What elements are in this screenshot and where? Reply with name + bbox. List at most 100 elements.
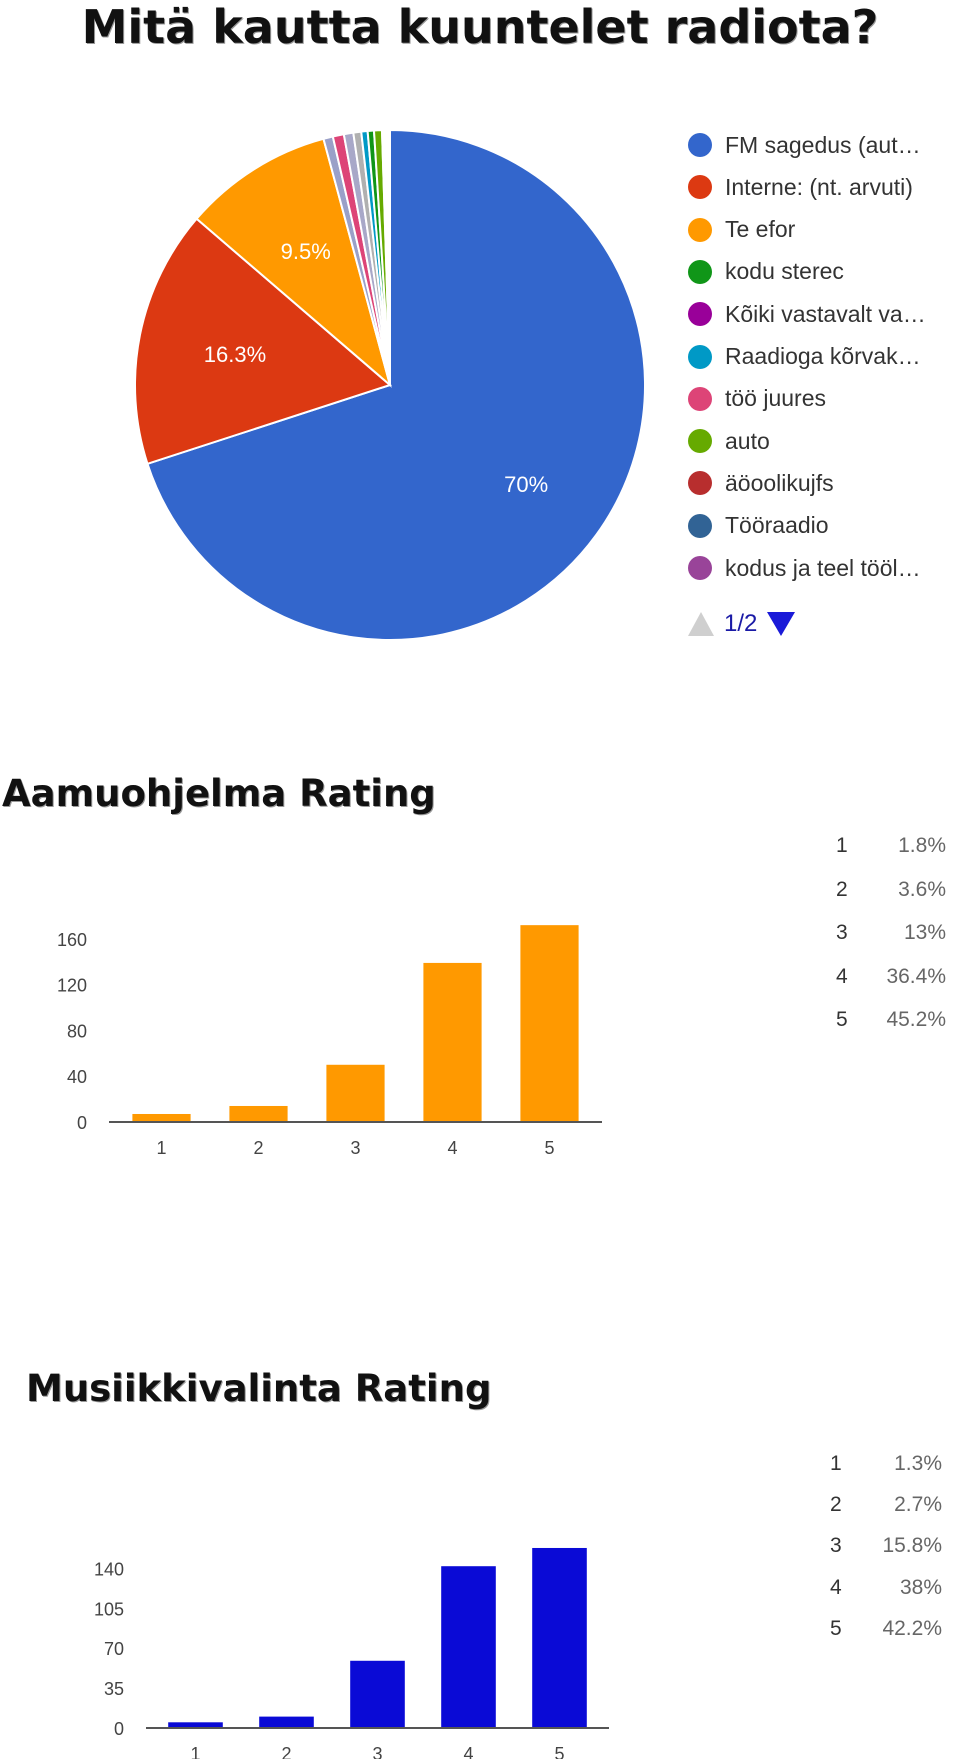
legend-swatch-icon — [688, 471, 712, 496]
pie-data-label-0: 70% — [504, 472, 548, 497]
y-tick-label: 40 — [67, 1067, 87, 1087]
legend-label: Tööraadio — [725, 512, 829, 539]
y-tick-label: 105 — [94, 1599, 124, 1619]
y-tick-label: 120 — [57, 976, 87, 996]
percent-row-value: 15.8% — [882, 1534, 942, 1558]
percent-row-rating: 4 — [836, 964, 848, 988]
percent-row-rating: 2 — [836, 877, 848, 901]
legend-item: äöoolikujfs — [688, 466, 834, 500]
bar-5 — [532, 1547, 587, 1728]
legend-item: Kõiki vastavalt va… — [688, 297, 926, 331]
legend-swatch-icon — [688, 513, 712, 538]
pie-chart: 70% 16.3% 9.5% — [134, 128, 646, 641]
x-tick-label: 1 — [156, 1138, 166, 1158]
bar-chart-1-percent-table: 1 1.8% 2 3.6% 3 13% 4 36.4% 5 45.2% — [836, 834, 946, 1034]
legend-label: Interne: (nt. arvuti) — [725, 173, 913, 200]
percent-row-rating: 1 — [830, 1452, 842, 1475]
legend-swatch-icon — [688, 386, 712, 411]
pie-slice-0 — [146, 128, 646, 641]
pie-chart-title: Mitä kautta kuuntelet radiota? — [81, 0, 879, 54]
y-tick-label: 0 — [114, 1719, 124, 1739]
percent-row-rating: 3 — [830, 1534, 842, 1558]
percent-row-rating: 5 — [836, 1008, 848, 1031]
x-tick-label: 1 — [190, 1744, 200, 1759]
bar-chart-2-percent-table: 1 1.3% 2 2.7% 3 15.8% 4 38% 5 42.2% — [830, 1452, 942, 1652]
bar-chart-1-title: Aamuohjelma Rating — [2, 772, 436, 815]
pie-data-label-1: 16.3% — [204, 342, 266, 367]
bar-4 — [423, 962, 482, 1122]
legend-label: äöoolikujfs — [725, 469, 834, 496]
legend-item: Tööraadio — [688, 509, 829, 543]
legend-swatch-icon — [688, 302, 712, 327]
percent-row-value: 1.8% — [898, 834, 946, 857]
percent-row-value: 13% — [903, 921, 946, 944]
legend-item: auto — [688, 424, 770, 458]
bar-1 — [132, 1113, 191, 1122]
bar-5 — [520, 925, 579, 1122]
bar-1 — [168, 1722, 223, 1728]
bar-2 — [229, 1105, 288, 1122]
legend-swatch-icon — [688, 556, 712, 580]
page-up-icon[interactable] — [688, 612, 714, 636]
legend-item: töö juures — [688, 382, 826, 416]
y-tick-label: 140 — [94, 1559, 124, 1579]
legend-swatch-icon — [688, 429, 712, 454]
percent-row-rating: 4 — [830, 1575, 842, 1599]
bar-3 — [326, 1064, 385, 1122]
legend-swatch-icon — [688, 175, 712, 200]
x-tick-label: 3 — [372, 1744, 382, 1759]
pie-slice-10 — [380, 128, 391, 386]
bar-3 — [350, 1660, 405, 1728]
bar-chart-1: 0 40 80 120 160 1 2 3 4 5 — [57, 925, 602, 1158]
legend-swatch-icon — [688, 259, 712, 284]
bar-2 — [259, 1716, 314, 1728]
x-tick-label: 4 — [447, 1138, 457, 1158]
x-tick-label: 2 — [253, 1138, 263, 1158]
y-tick-label: 70 — [104, 1639, 124, 1659]
percent-row-rating: 1 — [836, 834, 848, 857]
legend-label: töö juures — [725, 385, 827, 412]
percent-row-rating: 5 — [830, 1616, 842, 1640]
legend-label: auto — [725, 427, 770, 454]
x-tick-label: 5 — [554, 1744, 564, 1759]
percent-row-value: 38% — [899, 1575, 942, 1599]
x-tick-label: 3 — [350, 1138, 360, 1158]
x-tick-label: 2 — [281, 1744, 291, 1759]
legend-swatch-icon — [688, 217, 712, 242]
percent-row-value: 1.3% — [894, 1452, 942, 1475]
legend-item: FM sagedus (aut… — [688, 128, 921, 162]
bar-chart-2: 0 35 70 105 140 1 2 3 4 5 — [94, 1547, 609, 1759]
pie-slice-2 — [195, 137, 392, 388]
legend-item: kodus ja teel tööl… — [688, 551, 921, 585]
pager-label: 1/2 — [724, 610, 758, 637]
y-tick-label: 0 — [77, 1113, 87, 1133]
percent-row-value: 3.6% — [898, 877, 946, 901]
bar-4 — [441, 1566, 496, 1728]
legend-label: Te efor — [725, 216, 796, 243]
bar-chart-2-title: Musiikkivalinta Rating — [26, 1367, 492, 1410]
percent-row-rating: 2 — [830, 1493, 842, 1517]
legend-swatch-icon — [688, 344, 712, 369]
legend-item: Te efor — [688, 213, 795, 247]
percent-row-value: 45.2% — [886, 1008, 946, 1031]
percent-row-value: 2.7% — [894, 1493, 942, 1517]
legend-label: Kõiki vastavalt va… — [725, 300, 926, 327]
legend-item: kodu sterec — [688, 255, 844, 289]
percent-row-value: 42.2% — [882, 1616, 942, 1640]
y-tick-label: 80 — [67, 1021, 87, 1041]
legend-pager: 1/2 — [688, 610, 796, 638]
page-down-icon[interactable] — [767, 612, 796, 636]
legend-label: FM sagedus (aut… — [725, 131, 921, 158]
legend-label: kodus ja teel tööl… — [725, 554, 921, 581]
x-tick-label: 4 — [463, 1744, 473, 1759]
percent-row-rating: 3 — [836, 921, 848, 944]
y-tick-label: 160 — [57, 930, 87, 950]
pie-slice-1 — [134, 217, 393, 466]
pie-data-label-2: 9.5% — [281, 239, 331, 264]
legend-item: Raadioga kõrvak… — [688, 340, 921, 374]
percent-row-value: 36.4% — [886, 964, 946, 988]
legend-label: Raadioga kõrvak… — [725, 343, 921, 369]
x-tick-label: 5 — [544, 1138, 554, 1158]
y-tick-label: 35 — [104, 1679, 124, 1699]
legend-label: kodu sterec — [725, 258, 844, 285]
